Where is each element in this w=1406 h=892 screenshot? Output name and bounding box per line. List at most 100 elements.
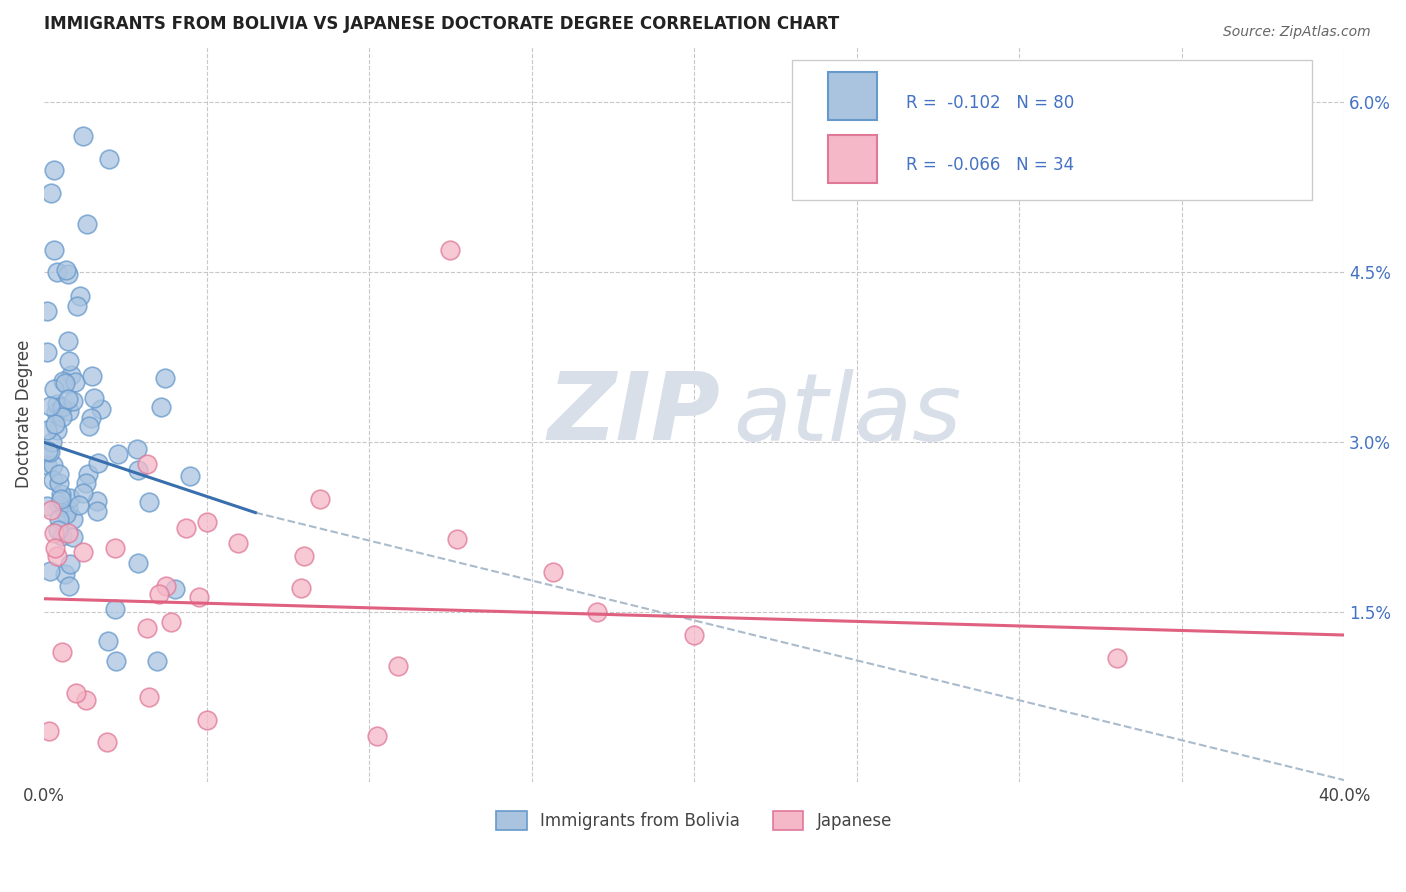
Point <box>148 587 170 601</box>
Point <box>37 444 59 458</box>
Point <box>62 393 84 408</box>
Point <box>51 401 73 415</box>
Text: Source: ZipAtlas.com: Source: ZipAtlas.com <box>1223 25 1371 39</box>
Point <box>42 163 65 178</box>
Point <box>146 654 169 668</box>
Point <box>38 444 60 458</box>
Point <box>53 566 76 581</box>
Point <box>51 645 73 659</box>
Point <box>163 582 186 596</box>
Point <box>75 693 97 707</box>
Point <box>38 724 60 739</box>
Point <box>107 447 129 461</box>
Point <box>41 435 63 450</box>
Point <box>228 535 250 549</box>
Point <box>63 375 86 389</box>
Text: IMMIGRANTS FROM BOLIVIA VS JAPANESE DOCTORATE DEGREE CORRELATION CHART: IMMIGRANTS FROM BOLIVIA VS JAPANESE DOCT… <box>44 15 839 33</box>
Point <box>46 397 69 411</box>
Point <box>66 299 89 313</box>
Point <box>51 409 73 424</box>
Point <box>42 243 65 257</box>
Point <box>309 491 332 506</box>
Legend: Immigrants from Bolivia, Japanese: Immigrants from Bolivia, Japanese <box>489 804 898 837</box>
Point <box>72 129 94 144</box>
Y-axis label: Doctorate Degree: Doctorate Degree <box>15 340 32 488</box>
Point <box>53 376 76 391</box>
Point <box>290 581 312 595</box>
Point <box>37 345 59 359</box>
Point <box>96 735 118 749</box>
Point <box>127 463 149 477</box>
Point <box>56 502 79 516</box>
Point <box>44 541 66 555</box>
Point <box>59 557 82 571</box>
Point <box>72 545 94 559</box>
Point <box>37 458 59 472</box>
Point <box>48 467 70 482</box>
Point <box>55 263 77 277</box>
Point <box>48 498 70 512</box>
Point <box>37 304 59 318</box>
Point <box>138 690 160 705</box>
Point <box>49 492 72 507</box>
Point <box>42 473 65 487</box>
Point <box>79 411 101 425</box>
Point <box>585 605 607 619</box>
Text: R =  -0.066   N = 34: R = -0.066 N = 34 <box>905 156 1074 175</box>
Point <box>37 499 59 513</box>
Point <box>60 368 83 382</box>
FancyBboxPatch shape <box>828 72 877 120</box>
Point <box>138 495 160 509</box>
Point <box>83 392 105 406</box>
Point <box>195 515 218 529</box>
Point <box>543 565 565 579</box>
Point <box>56 334 79 349</box>
Point <box>104 655 127 669</box>
Point <box>1105 650 1128 665</box>
Point <box>59 491 82 505</box>
Point <box>58 579 80 593</box>
Point <box>75 476 97 491</box>
Point <box>97 634 120 648</box>
Point <box>38 399 60 413</box>
FancyBboxPatch shape <box>792 61 1312 201</box>
Point <box>90 401 112 416</box>
Point <box>58 392 80 406</box>
Point <box>683 628 706 642</box>
Point <box>62 512 84 526</box>
Point <box>37 423 59 437</box>
Point <box>49 487 72 501</box>
FancyBboxPatch shape <box>828 135 877 183</box>
Point <box>67 498 90 512</box>
Point <box>155 371 177 385</box>
Point <box>56 267 79 281</box>
Point <box>69 289 91 303</box>
Point <box>44 382 66 396</box>
Point <box>45 423 67 437</box>
Text: atlas: atlas <box>733 368 962 459</box>
Point <box>76 217 98 231</box>
Point <box>155 579 177 593</box>
Point <box>77 418 100 433</box>
Point <box>86 504 108 518</box>
Point <box>188 591 211 605</box>
Point <box>366 730 388 744</box>
Point <box>387 658 409 673</box>
Point <box>65 686 87 700</box>
Point <box>160 615 183 629</box>
Point <box>72 486 94 500</box>
Point <box>42 526 65 541</box>
Point <box>439 243 461 257</box>
Point <box>42 458 65 472</box>
Point <box>48 476 70 491</box>
Point <box>44 417 66 431</box>
Point <box>46 549 69 563</box>
Point <box>174 520 197 534</box>
Point <box>39 503 62 517</box>
Point <box>87 456 110 470</box>
Point <box>135 457 157 471</box>
Point <box>179 469 201 483</box>
Point <box>62 530 84 544</box>
Point <box>39 186 62 200</box>
Point <box>446 532 468 546</box>
